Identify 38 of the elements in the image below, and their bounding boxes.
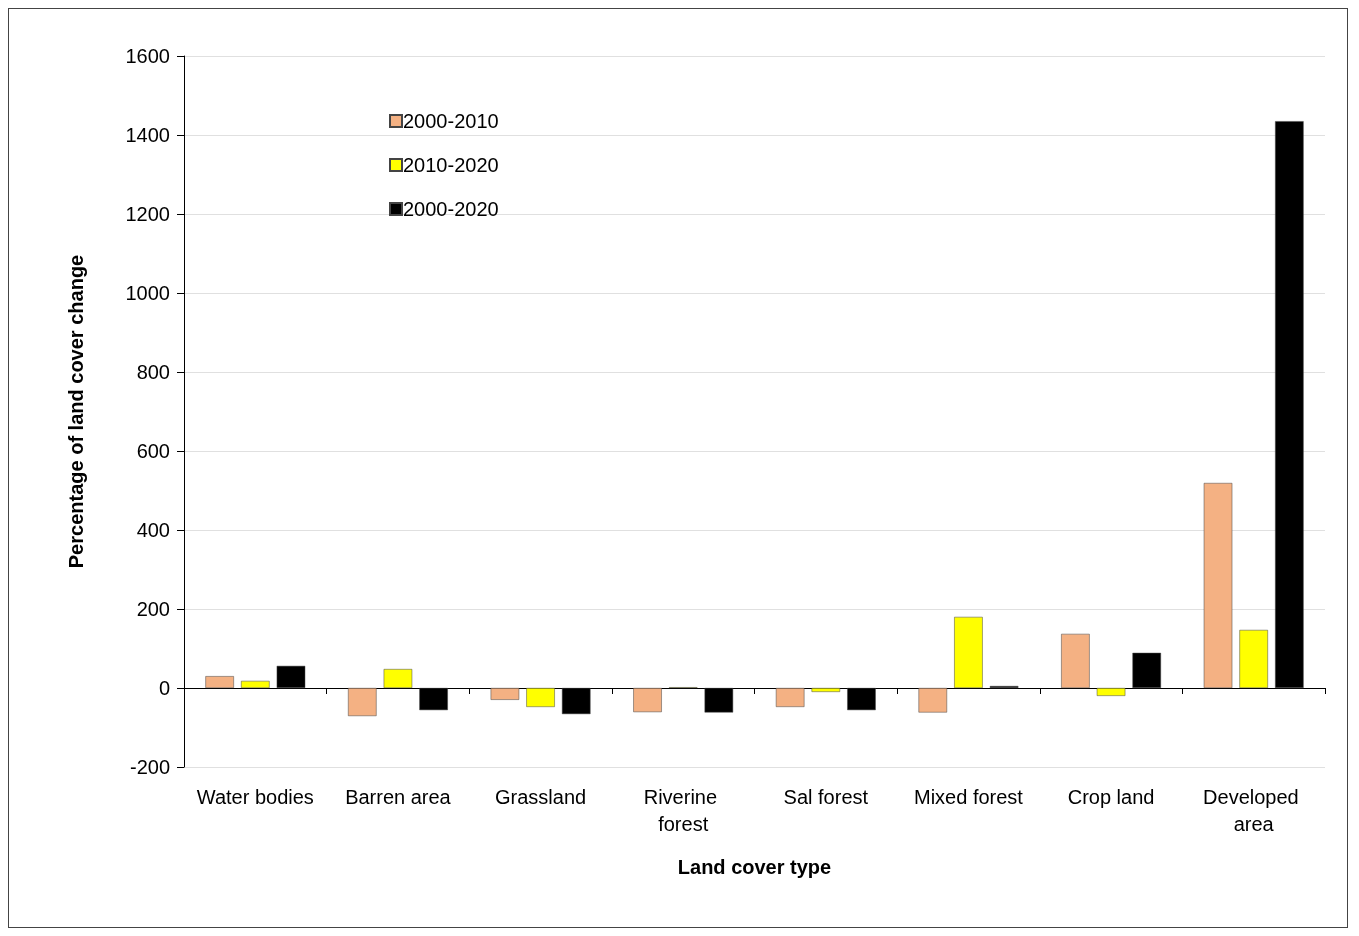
bar (1061, 633, 1090, 688)
y-axis-title: Percentage of land cover change (65, 254, 87, 569)
bar (918, 688, 948, 713)
y-tick-label: 200 (136, 598, 170, 620)
bar (526, 688, 555, 707)
y-tick-label: 1200 (125, 203, 170, 225)
bar (1239, 629, 1268, 688)
bar (383, 669, 413, 688)
bar (954, 616, 983, 688)
bar (348, 688, 377, 717)
x-tick-label: Mixed forest (913, 785, 1024, 808)
x-tick-label: Riverine forest (643, 785, 723, 835)
y-tick-label: 600 (136, 440, 170, 462)
x-tick-label: Crop land (1067, 785, 1155, 808)
y-tick-label: 1000 (125, 282, 170, 304)
legend-label: 2000-2010 (403, 110, 499, 132)
x-tick-label: Developed area (1203, 785, 1305, 835)
bar (241, 680, 270, 688)
y-tick-label: 1600 (125, 45, 170, 67)
bar (490, 688, 520, 700)
bar (205, 676, 234, 688)
x-tick-label: Grassland (494, 785, 587, 808)
x-tick-label: Water bodies (196, 785, 314, 808)
x-axis-title: Land cover type (677, 856, 832, 878)
y-tick-label: 1400 (125, 124, 170, 146)
bar (1203, 483, 1233, 688)
legend-label: 2000-2020 (403, 198, 499, 220)
y-tick-label: 0 (158, 677, 170, 699)
y-tick-label: 800 (136, 361, 170, 383)
bar (775, 688, 805, 707)
x-tick-label: Sal forest (783, 785, 869, 808)
legend-label: 2010-2020 (403, 154, 499, 176)
y-tick-label: 400 (136, 519, 170, 541)
bar (633, 688, 662, 713)
bar (1096, 688, 1126, 696)
x-tick-label: Barren area (345, 785, 452, 808)
bar (811, 688, 841, 692)
y-tick-label: -200 (129, 756, 170, 778)
